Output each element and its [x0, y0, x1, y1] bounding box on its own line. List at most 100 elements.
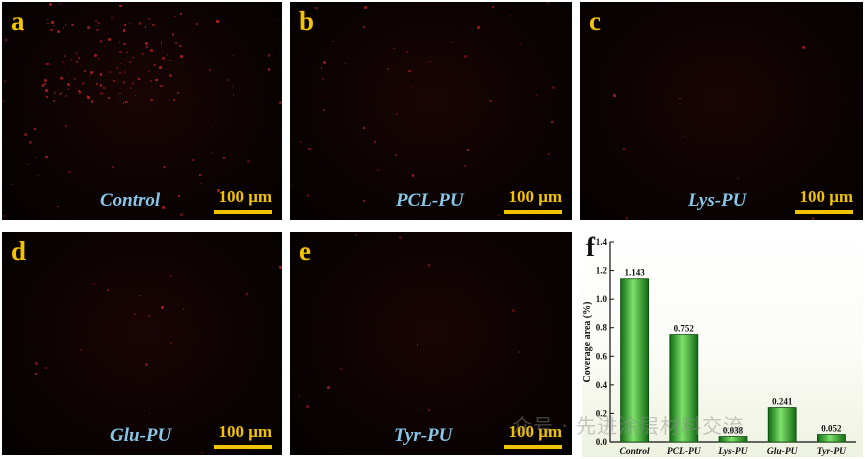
fluorescence-signal — [580, 2, 863, 220]
fluorescence-dot — [550, 120, 554, 123]
fluorescence-dot — [66, 72, 69, 75]
fluorescence-dot — [96, 28, 99, 31]
fluorescence-dot — [58, 92, 62, 96]
fluorescence-dot — [300, 9, 304, 13]
fluorescence-dot — [344, 63, 346, 65]
fluorescence-dot — [48, 2, 52, 6]
fluorescence-dot — [47, 19, 49, 21]
fluorescence-dot — [51, 21, 55, 25]
fluorescence-dot — [83, 101, 85, 103]
fluorescence-dot — [115, 66, 118, 69]
fluorescence-dot — [79, 348, 82, 351]
fluorescence-dot — [355, 233, 358, 236]
fluorescence-dot — [27, 163, 29, 166]
fluorescence-dot — [429, 60, 432, 63]
fluorescence-dot — [60, 92, 63, 94]
fluorescence-dot — [398, 236, 402, 240]
fluorescence-dot — [119, 51, 122, 54]
fluorescence-dot — [85, 95, 89, 98]
fluorescence-dot — [467, 149, 469, 151]
fluorescence-dot — [177, 195, 180, 198]
fluorescence-dot — [86, 26, 90, 30]
fluorescence-dot — [103, 87, 106, 90]
fluorescence-dot — [811, 217, 815, 220]
fluorescence-dot — [174, 15, 177, 18]
fluorescence-dot — [148, 43, 151, 46]
fluorescence-dot — [83, 69, 86, 73]
fluorescence-dot — [107, 289, 109, 291]
fluorescence-dot — [163, 165, 166, 169]
fluorescence-dot — [90, 70, 94, 74]
fluorescence-dot — [201, 451, 204, 455]
fluorescence-dot — [76, 51, 79, 54]
fluorescence-dot — [411, 86, 413, 88]
fluorescence-dot — [177, 91, 180, 94]
y-axis-label: Coverage area (%) — [582, 302, 593, 383]
fluorescence-dot — [95, 83, 98, 85]
fluorescence-dot — [322, 108, 325, 112]
fluorescence-dot — [93, 282, 96, 285]
fluorescence-dot — [274, 20, 276, 22]
micrograph-panel-d: d Glu-PU 100 μm — [2, 232, 282, 455]
fluorescence-dot — [118, 41, 120, 44]
fluorescence-dot — [99, 40, 103, 43]
fluorescence-signal — [290, 2, 572, 220]
fluorescence-dot — [75, 53, 78, 55]
fluorescence-dot — [103, 46, 105, 48]
fluorescence-dot — [232, 94, 235, 96]
fluorescence-dot — [491, 5, 495, 9]
fluorescence-dot — [52, 99, 55, 102]
fluorescence-dot — [132, 56, 134, 59]
fluorescence-dot — [161, 305, 165, 309]
fluorescence-dot — [41, 84, 45, 87]
fluorescence-dot — [133, 313, 136, 316]
fluorescence-dot — [67, 87, 69, 90]
fluorescence-dot — [83, 83, 85, 85]
fluorescence-dot — [246, 160, 250, 164]
fluorescence-dot — [160, 84, 163, 88]
fluorescence-dot — [180, 55, 184, 58]
fluorescence-dot — [315, 6, 319, 10]
fluorescence-dot — [78, 91, 82, 94]
fluorescence-dot — [511, 309, 515, 312]
x-tick-label: Lys-PU — [717, 447, 748, 457]
fluorescence-dot — [160, 41, 163, 44]
fluorescence-dot — [209, 68, 212, 71]
fluorescence-dot — [74, 77, 77, 80]
fluorescence-dot — [323, 60, 327, 64]
fluorescence-dot — [306, 405, 310, 408]
fluorescence-dot — [63, 65, 65, 68]
y-tick-label: 0.4 — [596, 380, 608, 390]
fluorescence-dot — [37, 174, 39, 177]
fluorescence-dot — [123, 42, 126, 46]
fluorescence-dot — [129, 86, 133, 89]
fluorescence-dot — [428, 264, 431, 267]
fluorescence-dot — [547, 2, 550, 5]
fluorescence-dot — [489, 99, 492, 103]
scale-bar — [214, 445, 272, 449]
fluorescence-signal — [290, 232, 572, 455]
fluorescence-dot — [377, 169, 380, 172]
fluorescence-dot — [179, 45, 182, 48]
fluorescence-dot — [123, 23, 127, 27]
fluorescence-dot — [112, 80, 115, 83]
fluorescence-dot — [518, 351, 520, 353]
fluorescence-dot — [111, 16, 113, 19]
fluorescence-dot — [322, 98, 324, 100]
fluorescence-dot — [46, 96, 48, 98]
fluorescence-dot — [168, 98, 170, 100]
fluorescence-dot — [145, 42, 149, 46]
fluorescence-dot — [131, 81, 135, 85]
fluorescence-dot — [212, 126, 214, 128]
fluorescence-dot — [463, 165, 467, 168]
fluorescence-dot — [122, 102, 125, 104]
fluorescence-dot — [124, 101, 127, 104]
fluorescence-dot — [128, 22, 131, 25]
fluorescence-dot — [34, 156, 36, 158]
scale-bar-label: 100 μm — [218, 187, 272, 206]
fluorescence-dot — [332, 40, 334, 43]
bar — [767, 407, 797, 443]
fluorescence-dot — [119, 72, 121, 74]
fluorescence-dot — [57, 205, 60, 208]
bar — [620, 278, 649, 443]
